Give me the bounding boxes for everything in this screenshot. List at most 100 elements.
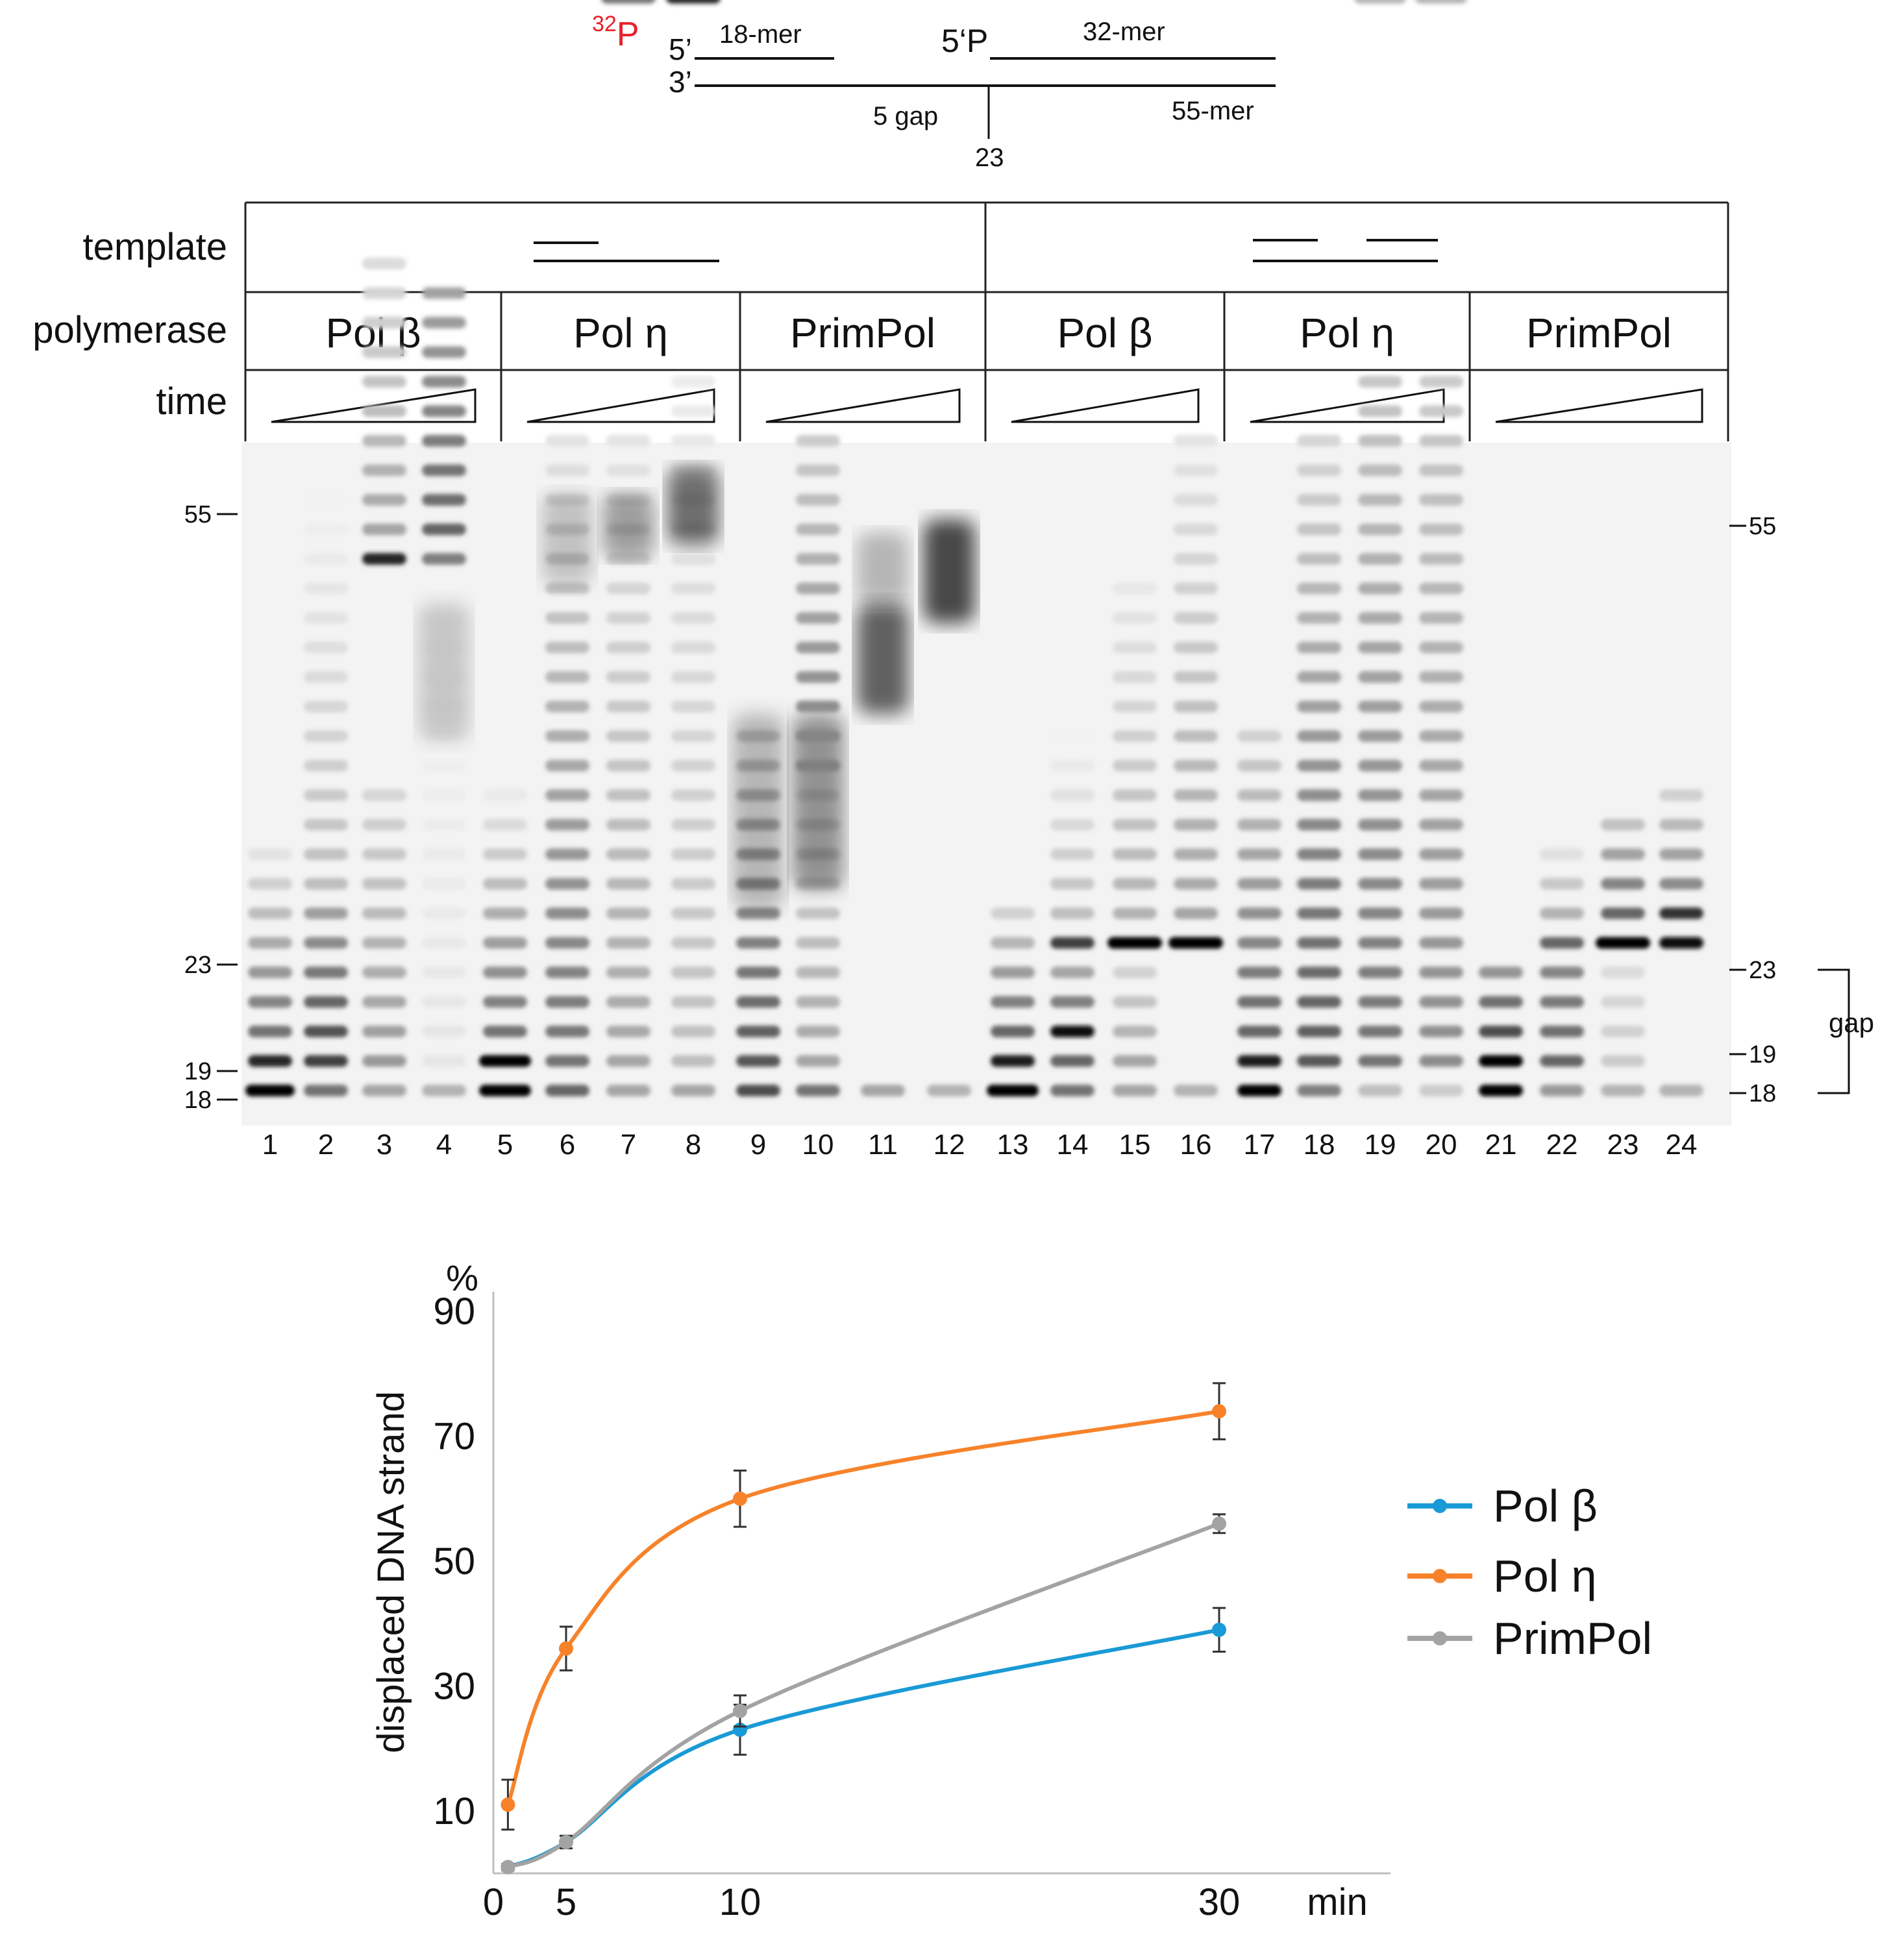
- gel-band: [1358, 1055, 1402, 1067]
- gel-band: [545, 464, 589, 476]
- gel-band: [1113, 582, 1157, 595]
- gel-band: [362, 523, 406, 536]
- gel-band: [1358, 1026, 1402, 1037]
- gel-band: [1174, 641, 1218, 654]
- gel-band: [422, 937, 466, 949]
- gel-band: [1419, 464, 1463, 476]
- gel-band: [1237, 907, 1281, 919]
- gel-band: [736, 1055, 780, 1067]
- gel-band: [1050, 730, 1094, 742]
- left-size-marker: 18: [184, 1087, 212, 1114]
- gel-band: [1174, 494, 1218, 506]
- radiolabel-superscript: 32: [592, 12, 617, 36]
- gel-band: [1237, 789, 1281, 801]
- gel-band: [671, 759, 715, 772]
- gel-band: [671, 1026, 715, 1037]
- lane-number: 3: [377, 1129, 392, 1161]
- gel-band: [1107, 937, 1162, 949]
- template-icon-no-downstream: [534, 241, 719, 262]
- gel-band: [1358, 878, 1402, 890]
- gel-band: [362, 553, 406, 565]
- gel-band: [796, 700, 840, 713]
- gel-band: [1601, 878, 1645, 890]
- gel-band: [1113, 1026, 1157, 1037]
- gel-band: [545, 730, 589, 742]
- gel-band: [1113, 967, 1157, 978]
- polymerase-label-2: Pol η: [573, 310, 668, 356]
- gel-band: [304, 819, 348, 831]
- lane-number: 24: [1666, 1129, 1698, 1161]
- data-point: [501, 1860, 515, 1875]
- gel-band: [545, 967, 589, 978]
- gel-band: [671, 937, 715, 949]
- gel-band: [1174, 1085, 1218, 1096]
- gel-band: [1113, 819, 1157, 831]
- gel-smear: [541, 493, 593, 584]
- time-wedge-2: [526, 388, 715, 423]
- x-tick-label: 5: [556, 1881, 576, 1923]
- gel-band: [545, 700, 589, 713]
- gel-band: [606, 907, 650, 919]
- gel-band: [248, 967, 292, 978]
- gap-label: gap: [1829, 1007, 1874, 1038]
- displacement-chart: 10 30 50 70 90 0 5 10 30 min% displaced DNA strand…: [370, 1257, 1652, 1923]
- polymerase-label-6: PrimPol: [1526, 310, 1672, 356]
- gel-band: [1113, 1055, 1157, 1067]
- gel-band: [1419, 405, 1463, 417]
- gel-band: [796, 435, 840, 447]
- gel-band: [1297, 612, 1341, 624]
- radiolabel-p: P: [617, 16, 639, 53]
- right-size-marker: 55: [1749, 513, 1776, 540]
- gel-band: [1358, 819, 1402, 831]
- gel-band: [483, 937, 527, 949]
- gel-band: [1354, 0, 1406, 4]
- gel-band: [796, 967, 840, 978]
- gel-band: [606, 612, 650, 624]
- gel-band: [1419, 582, 1463, 595]
- gel-band: [483, 819, 527, 831]
- lane-number: 19: [1365, 1129, 1396, 1161]
- gel-band: [1415, 0, 1467, 4]
- gel-band: [1297, 996, 1341, 1008]
- gel-band: [1540, 878, 1584, 890]
- data-point: [1212, 1404, 1226, 1419]
- gel-band: [1050, 907, 1094, 919]
- gel-band: [248, 996, 292, 1008]
- gel-band: [545, 671, 589, 683]
- gel-band: [671, 582, 715, 595]
- gel-band: [606, 937, 650, 949]
- gel-band: [1174, 671, 1218, 683]
- gel-band: [927, 1085, 971, 1096]
- gel-band: [545, 582, 589, 595]
- gel-band: [1297, 937, 1341, 949]
- gel-band: [483, 789, 527, 801]
- gel-band: [606, 1026, 650, 1037]
- gel-band: [304, 907, 348, 919]
- gap-5-label: 5 gap: [873, 102, 938, 130]
- gel-band: [796, 996, 840, 1008]
- gel-band: [304, 582, 348, 595]
- gel-band: [1358, 641, 1402, 654]
- gel-band: [422, 464, 466, 476]
- downstream-32mer-label: 32-mer: [1083, 18, 1165, 46]
- gel-band: [545, 612, 589, 624]
- gel-band: [1659, 789, 1703, 801]
- position-23-label: 23: [975, 143, 1004, 172]
- gel-band: [362, 848, 406, 860]
- gel-band: [479, 1085, 531, 1096]
- gel-band: [422, 1085, 466, 1096]
- gel-band: [1419, 967, 1463, 978]
- gel-band: [422, 819, 466, 831]
- gel-band: [362, 907, 406, 919]
- gel-band: [796, 1085, 840, 1096]
- gel-band: [545, 641, 589, 654]
- y-axis-label: displaced DNA strand: [370, 1391, 412, 1753]
- y-tick-label: 30: [433, 1665, 475, 1707]
- gel-band: [422, 967, 466, 978]
- gel-band: [796, 582, 840, 595]
- gel-band: [1237, 759, 1281, 772]
- gel-band: [991, 1026, 1035, 1037]
- data-point: [1212, 1516, 1226, 1531]
- gel-band: [1358, 759, 1402, 772]
